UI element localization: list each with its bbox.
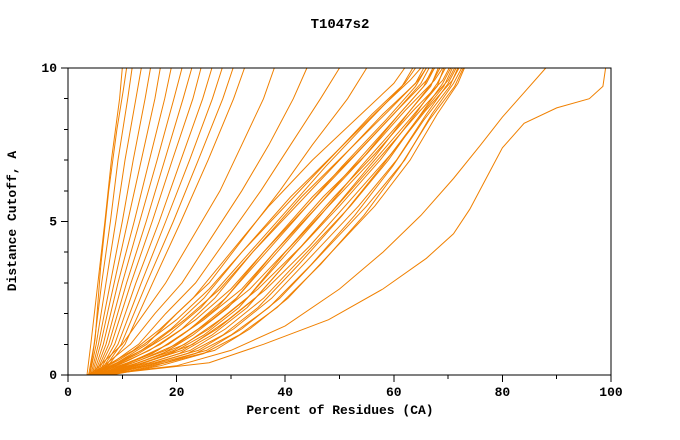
y-tick-label: 10 xyxy=(41,61,57,76)
x-tick-label: 20 xyxy=(169,385,185,400)
x-tick-label: 40 xyxy=(277,385,293,400)
model-curve xyxy=(95,67,547,376)
x-axis-label: Percent of Residues (CA) xyxy=(246,403,433,418)
model-curve xyxy=(97,67,223,376)
model-curve xyxy=(89,67,128,376)
model-curve xyxy=(100,67,439,376)
x-tick-label: 0 xyxy=(64,385,72,400)
model-curve xyxy=(92,67,172,376)
y-tick-label: 5 xyxy=(49,215,57,230)
model-curve xyxy=(93,67,183,376)
model-curve xyxy=(91,67,161,376)
model-curve xyxy=(103,67,445,376)
model-curve xyxy=(97,67,368,376)
model-curve xyxy=(97,67,444,376)
model-curve xyxy=(94,67,340,376)
model-curve xyxy=(99,67,234,376)
model-curve xyxy=(89,67,414,376)
model-curve xyxy=(100,67,607,376)
axis-ticks xyxy=(61,67,612,382)
model-curve xyxy=(89,67,275,376)
chart-title: T1047s2 xyxy=(311,17,370,33)
model-curve xyxy=(86,67,406,376)
tick-labels: 0 20 40 60 80 100 0 5 10 xyxy=(41,61,623,400)
model-curve xyxy=(95,67,202,376)
model-curve xyxy=(89,67,142,376)
model-curve xyxy=(92,67,308,376)
model-curve xyxy=(86,67,123,376)
model-curve xyxy=(90,67,151,376)
y-axis-label: Distance Cutoff, A xyxy=(5,151,20,292)
y-tick-label: 0 xyxy=(49,368,57,383)
model-curve xyxy=(92,67,427,376)
x-tick-label: 100 xyxy=(599,385,623,400)
model-curve xyxy=(105,67,453,376)
model-curve xyxy=(111,67,464,376)
model-curve xyxy=(94,67,193,376)
curves xyxy=(86,67,607,376)
x-tick-label: 60 xyxy=(386,385,402,400)
model-curve xyxy=(97,67,434,376)
model-curve xyxy=(100,67,245,376)
model-curve xyxy=(100,67,450,376)
model-curve xyxy=(96,67,213,376)
x-tick-label: 80 xyxy=(495,385,511,400)
model-curve xyxy=(95,67,427,376)
model-curve xyxy=(108,67,459,376)
model-curve xyxy=(94,67,435,376)
